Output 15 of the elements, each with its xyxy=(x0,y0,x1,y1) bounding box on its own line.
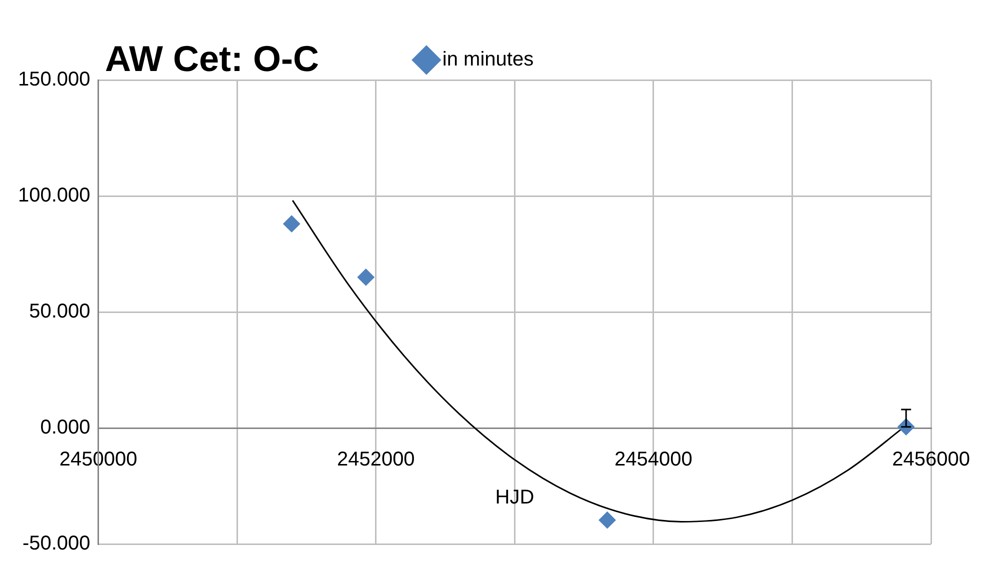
y-tick-label: -50.000 xyxy=(22,532,90,555)
x-tick-label: 2450000 xyxy=(59,448,138,471)
y-tick-label: 50.000 xyxy=(29,300,90,323)
point xyxy=(283,215,300,232)
x-tick-label: 2456000 xyxy=(892,448,970,471)
chart-title: AW Cet: O-C xyxy=(105,38,319,80)
point xyxy=(357,268,374,286)
y-tick-label: 100.000 xyxy=(18,184,90,207)
x-axis-title: HJD xyxy=(495,486,534,509)
point xyxy=(598,512,616,529)
y-tick-label: 150.000 xyxy=(18,68,90,91)
y-tick-label: 0.000 xyxy=(40,416,90,439)
legend-label: in minutes xyxy=(442,48,534,71)
x-tick-label: 2452000 xyxy=(336,448,415,471)
x-tick-label: 2454000 xyxy=(614,448,692,471)
